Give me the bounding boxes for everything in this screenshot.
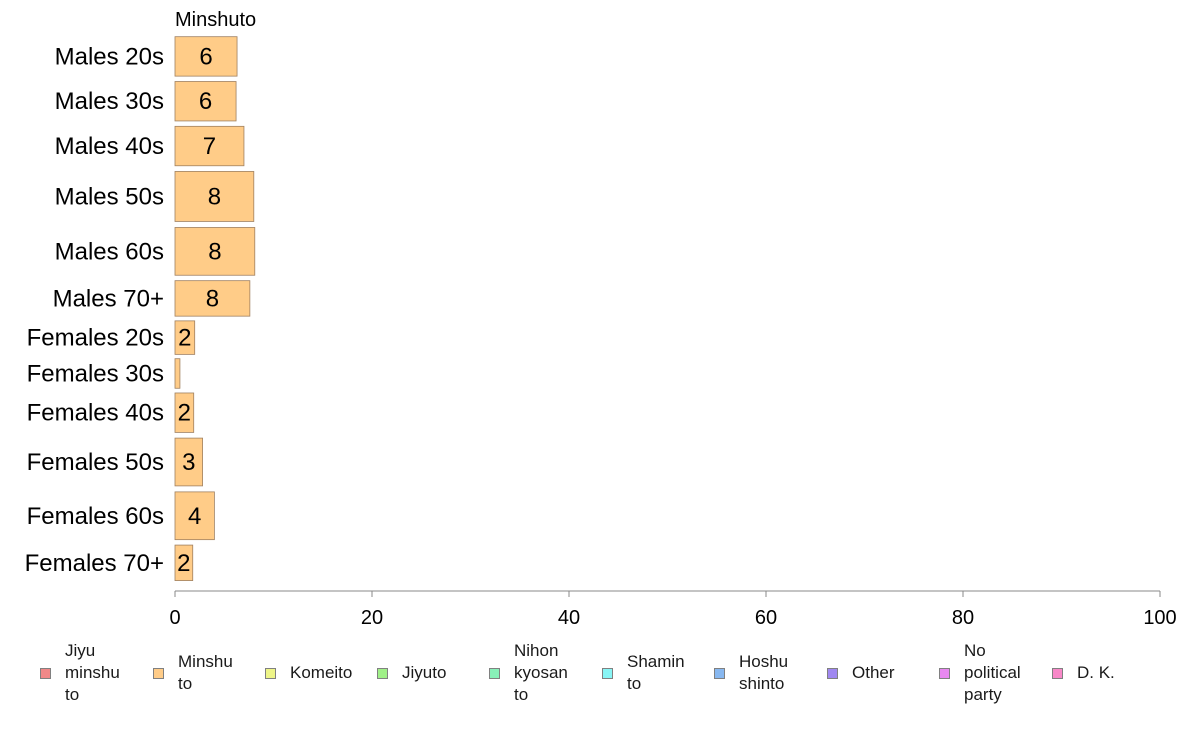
category-label: Males 40s	[55, 133, 164, 160]
legend-label: Jiyuto	[402, 663, 447, 682]
bar-value-label: 6	[199, 88, 212, 115]
legend-item: Komeito	[265, 640, 352, 706]
legend-item: Jiyu minshu to	[40, 640, 120, 706]
bar-males-40s	[174, 125, 245, 167]
bar-males-70-	[174, 280, 251, 317]
x-axis: 0 20 40 60 80 100	[169, 590, 1177, 629]
bar-females-50s	[174, 437, 203, 487]
legend-label: No political party	[964, 641, 1021, 704]
bar-males-60s	[174, 227, 256, 276]
category-label: Males 70+	[53, 285, 164, 312]
legend-swatch	[602, 667, 613, 679]
bar-females-60s	[174, 491, 215, 541]
x-tick-label: 60	[755, 607, 777, 629]
x-tick-label: 40	[558, 607, 580, 629]
bar-value-label: 4	[188, 503, 201, 530]
category-label: Males 50s	[55, 183, 164, 210]
legend-swatch	[40, 667, 51, 679]
x-tick-label: 100	[1143, 607, 1176, 629]
x-tick-label: 0	[169, 607, 180, 629]
category-label: Females 70+	[25, 550, 164, 577]
legend-swatch	[939, 667, 950, 679]
x-tick-label: 20	[361, 607, 383, 629]
bar-value-label: 3	[182, 449, 195, 476]
legend-item: Nihon kyosan to	[489, 640, 568, 706]
legend-swatch	[827, 667, 838, 679]
legend-item: Shamin to	[602, 640, 685, 706]
legend-item: Jiyuto	[377, 640, 446, 706]
x-tick-label: 80	[952, 607, 974, 629]
category-labels: Males 20s Males 30s Males 40s Males 50s Male…	[25, 43, 164, 576]
legend-swatch	[377, 667, 388, 679]
category-label: Females 30s	[27, 360, 164, 387]
legend-swatch	[153, 667, 164, 679]
category-label: Females 50s	[27, 449, 164, 476]
legend-label: Nihon kyosan to	[514, 641, 568, 704]
bar-value-label: 6	[199, 43, 212, 70]
bar-males-20s	[174, 36, 238, 77]
category-label: Females 40s	[27, 400, 164, 427]
legend-label: Komeito	[290, 663, 353, 682]
legend: Jiyu minshu to Minshu to Komeito Jiyuto Niho…	[0, 640, 1188, 720]
bar-value-label: 2	[178, 325, 191, 352]
legend-swatch	[714, 667, 725, 679]
legend-label: Hoshu shinto	[739, 652, 789, 693]
legend-item: Other	[827, 640, 895, 706]
category-label: Males 20s	[55, 43, 164, 70]
category-label: Males 60s	[55, 238, 164, 265]
bar-value-label: 2	[177, 550, 190, 577]
legend-label: Other	[852, 663, 895, 682]
bar-females-30s	[174, 358, 181, 389]
bar-females-40s	[174, 392, 195, 433]
legend-label: Minshu to	[178, 652, 233, 693]
facet-title: Minshuto	[175, 9, 256, 31]
bar-value-label: 7	[203, 133, 216, 160]
legend-label: D. K.	[1077, 663, 1115, 682]
legend-item: D. K.	[1052, 640, 1115, 706]
legend-item: Hoshu shinto	[714, 640, 788, 706]
legend-swatch	[1052, 667, 1063, 679]
bar-females-70-	[174, 544, 194, 581]
legend-label: Jiyu minshu to	[65, 641, 120, 704]
bar-value-label: 8	[208, 183, 221, 210]
category-label: Males 30s	[55, 88, 164, 115]
legend-swatch	[265, 667, 276, 679]
legend-item: Minshu to	[153, 640, 233, 706]
legend-label: Shamin to	[627, 652, 685, 693]
category-label: Females 60s	[27, 503, 164, 530]
bar-value-label: 2	[178, 400, 191, 427]
legend-item: No political party	[939, 640, 1021, 706]
bar-value-label: 8	[208, 238, 221, 265]
legend-swatch	[489, 667, 500, 679]
bar-females-20s	[174, 320, 196, 355]
bar-males-30s	[174, 81, 237, 122]
category-label: Females 20s	[27, 325, 164, 352]
bar-males-50s	[174, 171, 255, 222]
bar-value-label: 8	[206, 285, 219, 312]
